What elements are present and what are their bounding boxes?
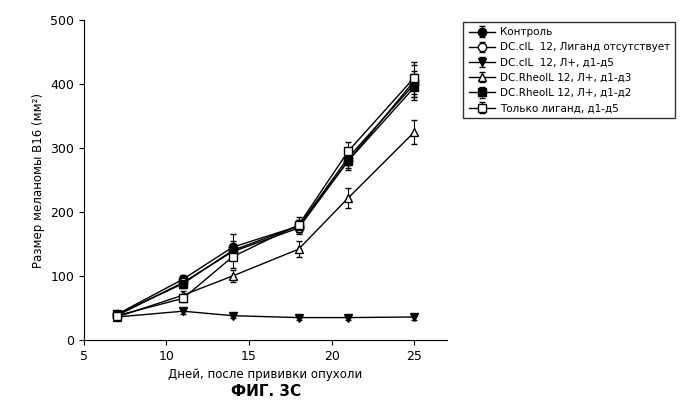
Legend: Контроль, DC.cIL  12, Лиганд отсутствует, DC.cIL  12, Л+, д1-д5, DC.RheoIL 12, Л: Контроль, DC.cIL 12, Лиганд отсутствует,… — [463, 22, 675, 118]
Text: ФИГ. 3С: ФИГ. 3С — [231, 384, 301, 399]
X-axis label: Дней, после прививки опухоли: Дней, после прививки опухоли — [168, 368, 363, 381]
Y-axis label: Размер меланомы В16 (мм²): Размер меланомы В16 (мм²) — [31, 92, 45, 268]
